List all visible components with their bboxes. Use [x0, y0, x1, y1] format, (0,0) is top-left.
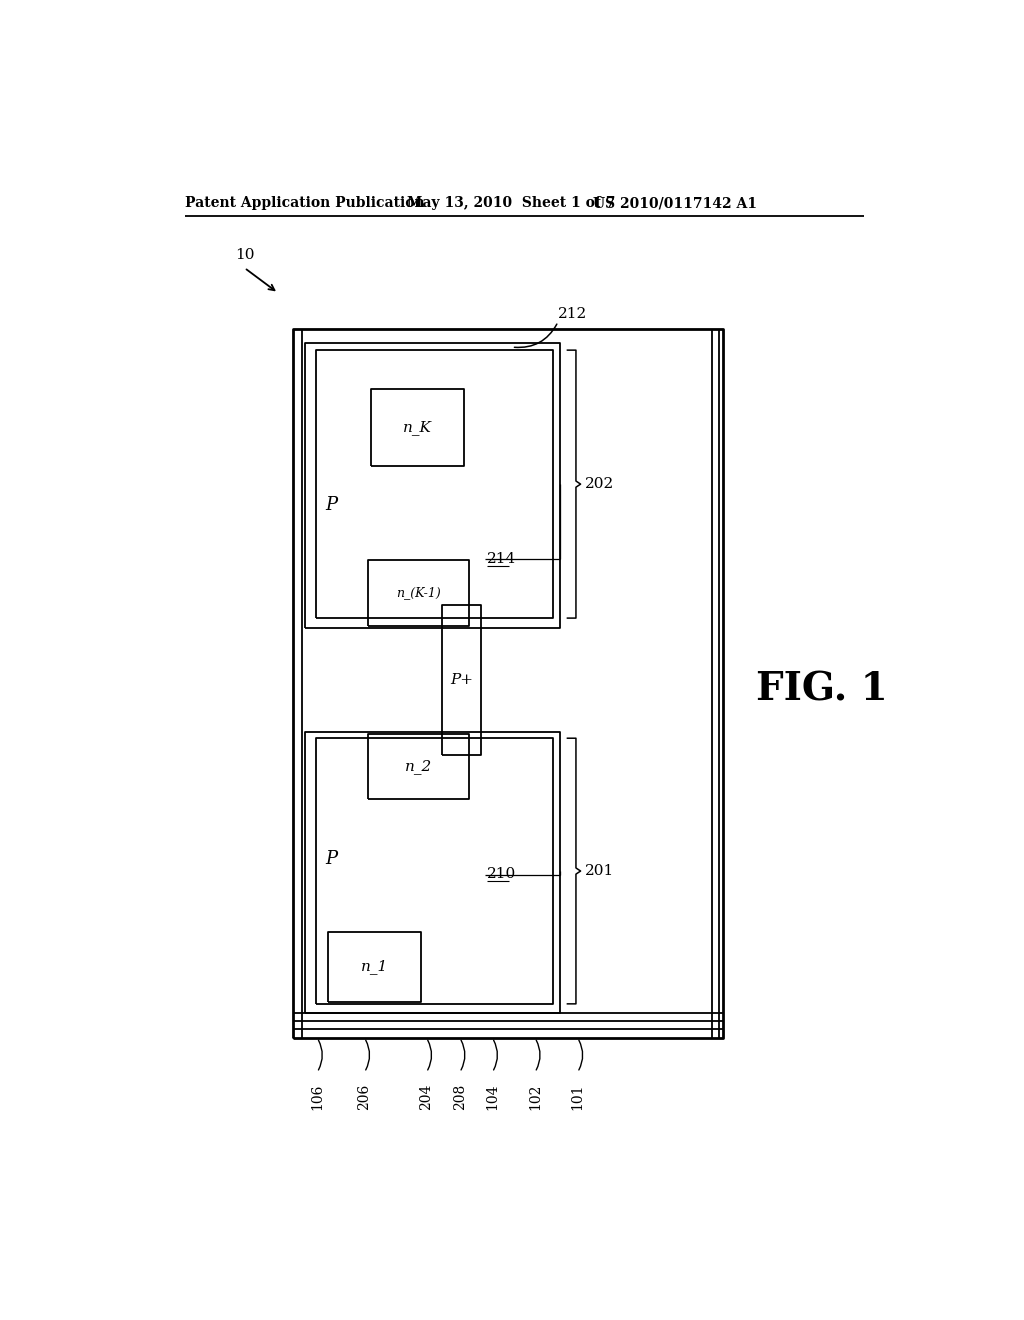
Text: US 2010/0117142 A1: US 2010/0117142 A1 [593, 197, 757, 210]
Text: 212: 212 [558, 308, 588, 321]
Text: 214: 214 [486, 552, 516, 566]
Text: P+: P+ [450, 673, 473, 688]
Text: n_1: n_1 [360, 960, 388, 974]
Text: 210: 210 [486, 867, 516, 882]
Text: n_(K-1): n_(K-1) [396, 586, 441, 599]
Text: 101: 101 [570, 1084, 585, 1110]
Text: 106: 106 [310, 1084, 325, 1110]
Text: 204: 204 [420, 1084, 433, 1110]
Text: Patent Application Publication: Patent Application Publication [184, 197, 424, 210]
Text: May 13, 2010  Sheet 1 of 7: May 13, 2010 Sheet 1 of 7 [407, 197, 615, 210]
Text: 102: 102 [528, 1084, 542, 1110]
Text: P: P [325, 850, 337, 869]
Text: 104: 104 [485, 1084, 500, 1110]
Text: FIG. 1: FIG. 1 [756, 671, 888, 709]
Text: 10: 10 [234, 248, 254, 261]
Text: 206: 206 [357, 1084, 372, 1110]
Text: n_2: n_2 [406, 759, 432, 774]
Text: n_K: n_K [402, 421, 431, 436]
Text: 202: 202 [586, 477, 614, 491]
Text: P: P [325, 496, 337, 513]
Text: 201: 201 [586, 865, 614, 878]
Text: 208: 208 [453, 1084, 467, 1110]
